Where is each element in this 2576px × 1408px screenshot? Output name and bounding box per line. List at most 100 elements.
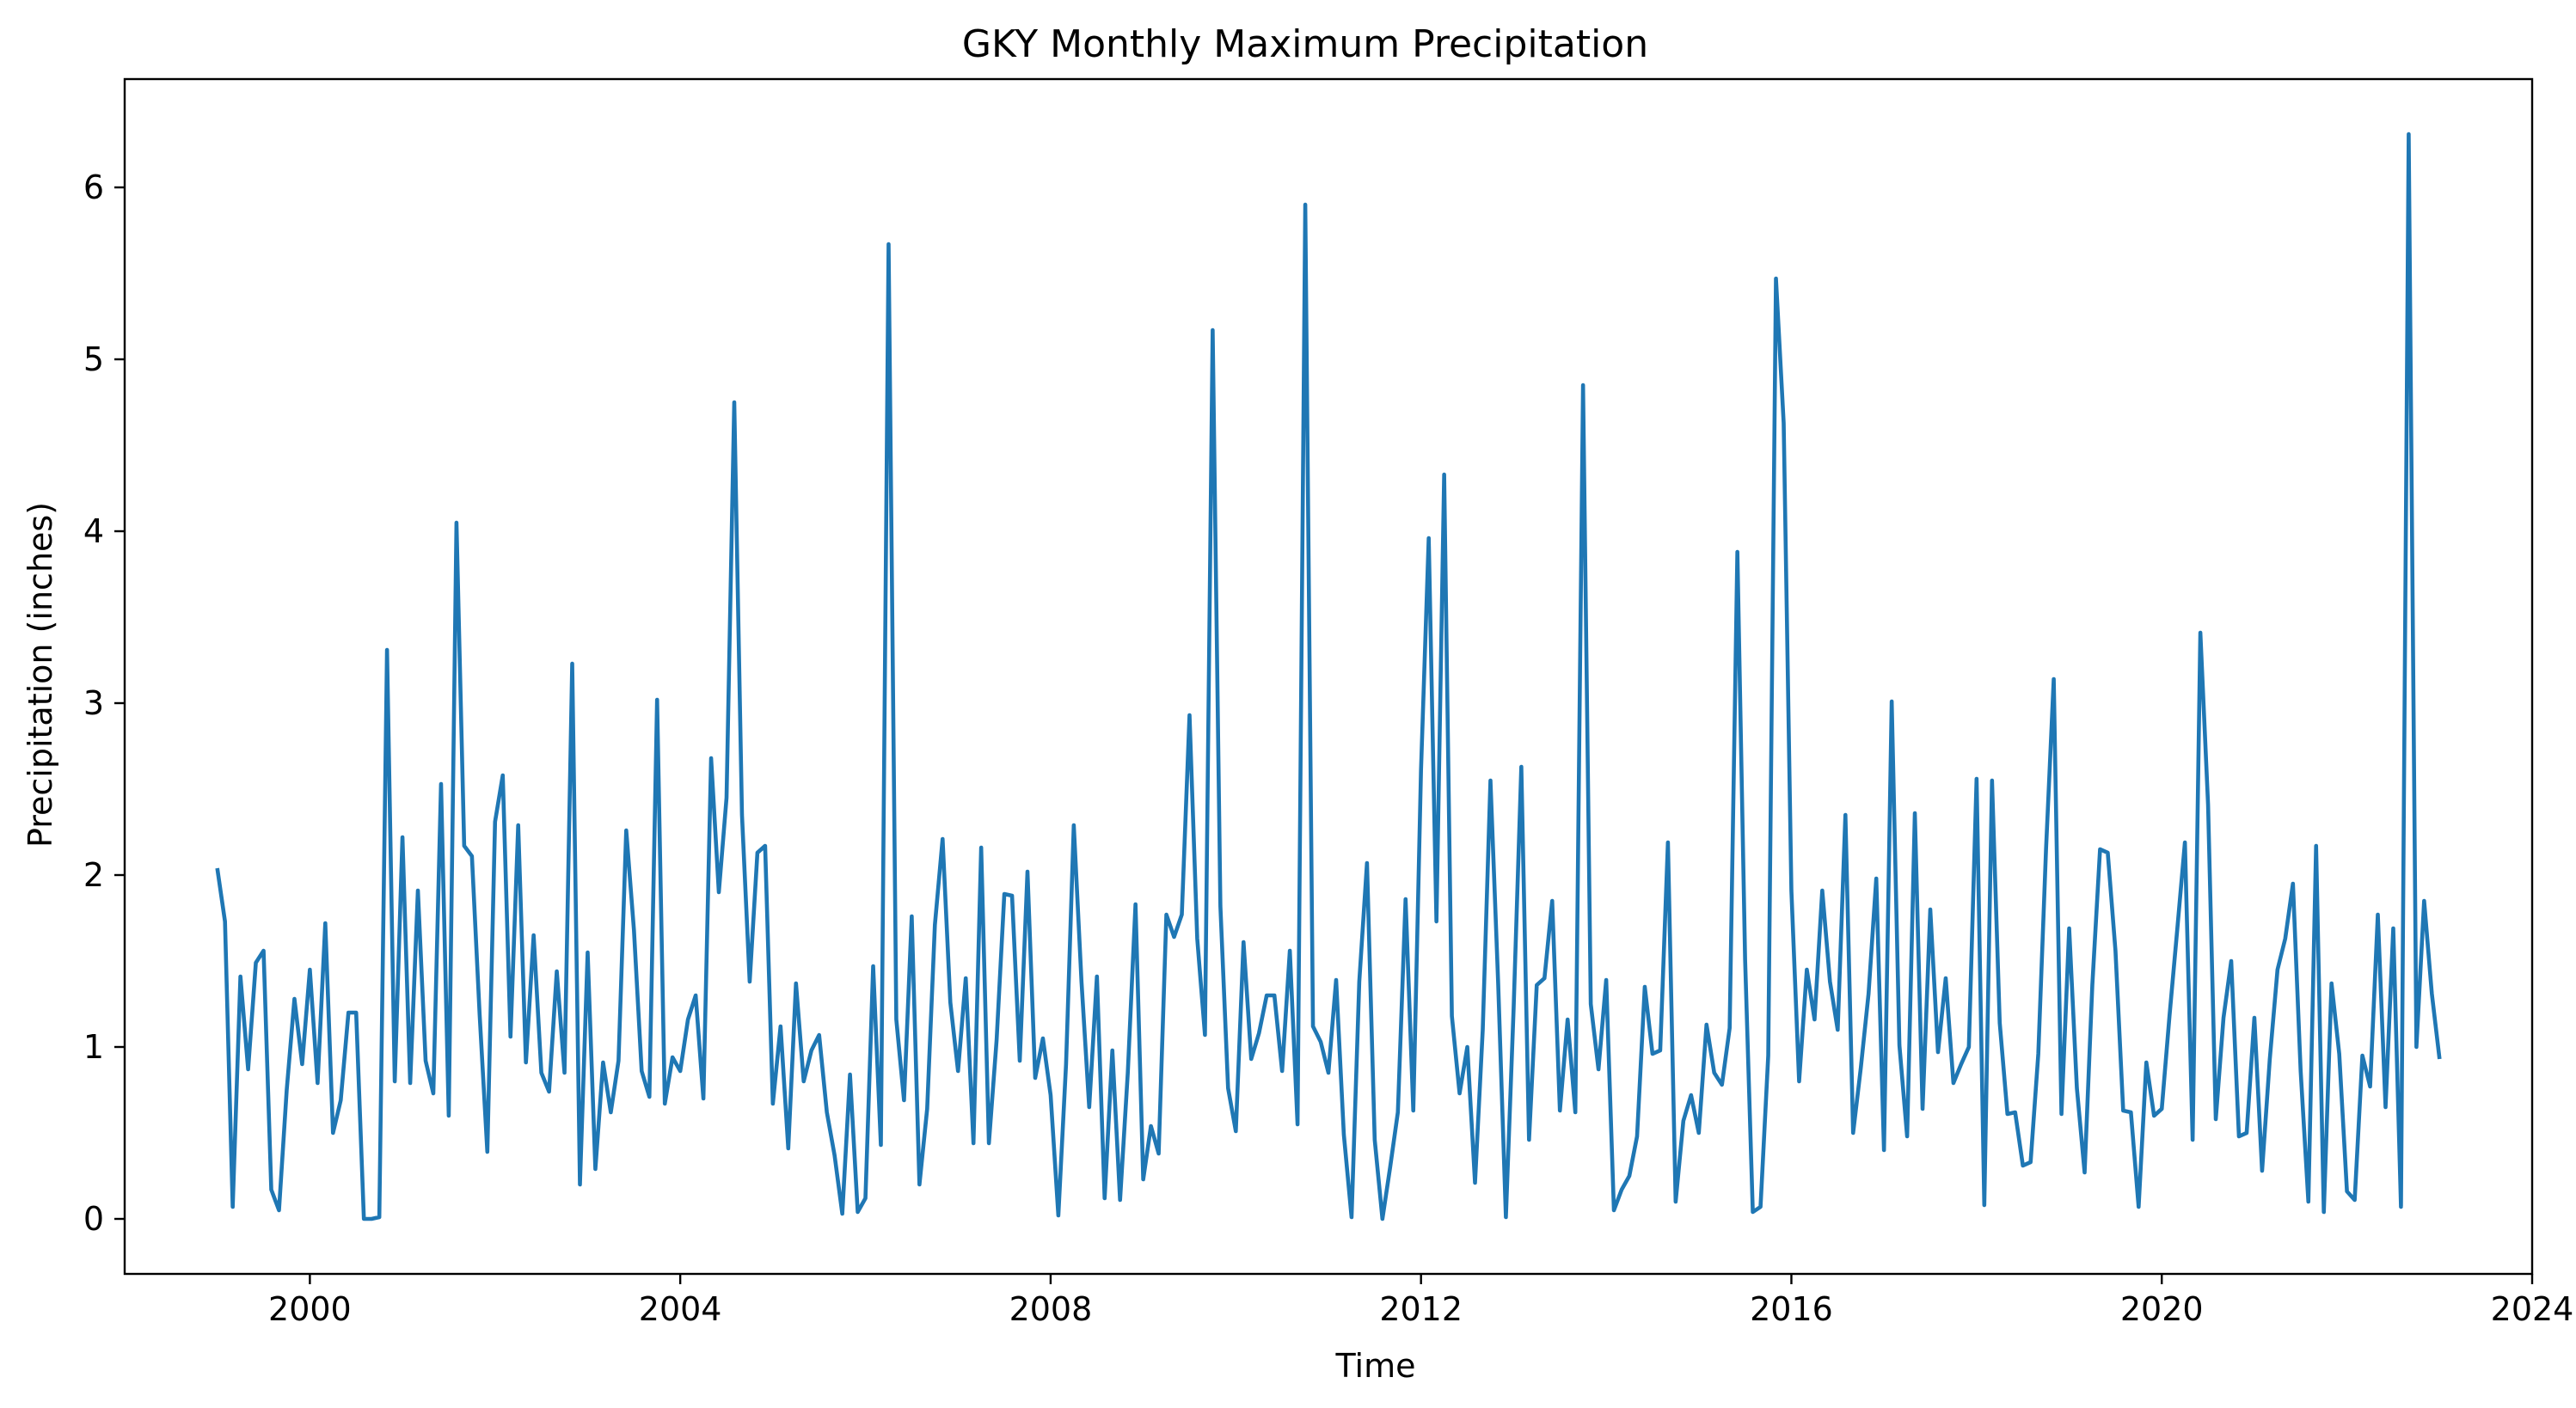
data-point <box>716 890 721 895</box>
data-point <box>1689 1093 1694 1098</box>
data-point <box>693 993 698 998</box>
data-point <box>1542 976 1547 981</box>
data-point <box>2044 847 2049 852</box>
data-point <box>547 1089 552 1094</box>
data-point <box>261 948 267 953</box>
data-point <box>2128 1110 2133 1115</box>
data-point <box>1935 1050 1941 1055</box>
data-point <box>353 1010 359 1015</box>
data-point <box>1866 991 1871 996</box>
data-point <box>1210 328 1215 333</box>
data-point <box>2120 1108 2125 1113</box>
data-point <box>1102 1196 1107 1201</box>
data-point <box>1611 1208 1616 1213</box>
data-point <box>2021 1163 2026 1168</box>
data-point <box>1002 891 1007 897</box>
data-point <box>616 1058 621 1063</box>
data-point <box>1681 1118 1686 1123</box>
data-point <box>1534 983 1539 988</box>
data-point <box>431 1091 436 1096</box>
data-point <box>1526 1137 1531 1142</box>
data-point <box>2174 927 2180 933</box>
data-point <box>1627 1173 1632 1178</box>
data-point <box>685 1017 690 1022</box>
data-point <box>886 242 891 247</box>
data-point <box>1349 1215 1354 1220</box>
data-point <box>1056 1213 1061 1218</box>
data-point <box>1704 1022 1709 1027</box>
data-point <box>1133 902 1138 907</box>
data-point <box>739 812 745 817</box>
data-point <box>1450 1013 1455 1019</box>
data-point <box>408 1080 413 1086</box>
x-axis: 2000 2004 2008 2012 2016 2020 2024 <box>268 1274 2573 1328</box>
plot-area-frame <box>123 77 2534 1276</box>
data-point <box>2429 991 2434 996</box>
data-point <box>1457 1091 1463 1096</box>
data-point <box>1118 1197 1123 1203</box>
data-point <box>1434 919 1439 924</box>
data-point <box>1025 869 1030 874</box>
data-point <box>531 933 537 938</box>
data-point <box>2159 1106 2164 1111</box>
data-point <box>238 974 243 979</box>
data-point <box>1487 778 1493 783</box>
data-point <box>1858 1065 1863 1070</box>
data-point <box>1843 812 1848 817</box>
data-point <box>392 1079 397 1084</box>
data-point <box>2113 948 2118 953</box>
data-point <box>901 1098 906 1103</box>
data-point <box>2252 1015 2257 1020</box>
data-point <box>1743 957 1748 962</box>
y-axis: 0 1 2 3 4 5 6 <box>83 168 125 1238</box>
data-point <box>1318 1039 1323 1044</box>
data-point <box>1179 912 1184 917</box>
data-point <box>1588 1001 1593 1007</box>
data-point <box>307 967 312 972</box>
data-point <box>1951 1080 1956 1086</box>
data-point <box>2368 1084 2373 1089</box>
data-point <box>1928 907 1933 912</box>
data-point <box>1217 903 1223 909</box>
data-point <box>1009 893 1015 898</box>
data-point <box>1156 1151 1162 1156</box>
data-point <box>2283 936 2288 941</box>
data-point <box>994 1038 999 1043</box>
data-point <box>1819 888 1825 893</box>
data-point <box>2136 1204 2141 1209</box>
data-point <box>1518 764 1524 769</box>
data-point <box>1758 1204 1763 1209</box>
data-point <box>2383 1105 2388 1110</box>
data-point <box>2329 981 2334 986</box>
data-point <box>2413 1044 2419 1050</box>
y-tick-label: 5 <box>83 340 104 378</box>
data-point <box>1990 778 1995 783</box>
data-point <box>1997 1020 2003 1025</box>
data-point <box>1727 1025 1733 1031</box>
data-point <box>1357 979 1362 984</box>
data-point <box>1033 1075 1038 1080</box>
data-point <box>863 1196 868 1201</box>
data-point <box>1473 1180 1478 1185</box>
data-point <box>1966 1044 1972 1050</box>
data-point <box>2067 926 2072 931</box>
data-point <box>346 1010 351 1015</box>
data-point <box>1411 1108 1416 1113</box>
data-point <box>524 1060 529 1065</box>
data-point <box>1087 1105 1092 1110</box>
data-point <box>878 1142 883 1148</box>
data-point <box>1071 823 1076 828</box>
data-point <box>423 1058 428 1063</box>
data-point <box>500 773 506 778</box>
data-point <box>1310 1024 1316 1029</box>
data-point <box>1912 811 1917 816</box>
data-point <box>1788 888 1794 893</box>
data-point <box>940 836 945 842</box>
x-tick-label: 2016 <box>1750 1290 1833 1328</box>
data-point <box>2082 1170 2087 1175</box>
data-point <box>1835 1027 1840 1032</box>
data-point <box>2005 1111 2010 1117</box>
data-point <box>299 1062 304 1067</box>
data-point <box>592 1166 598 1172</box>
